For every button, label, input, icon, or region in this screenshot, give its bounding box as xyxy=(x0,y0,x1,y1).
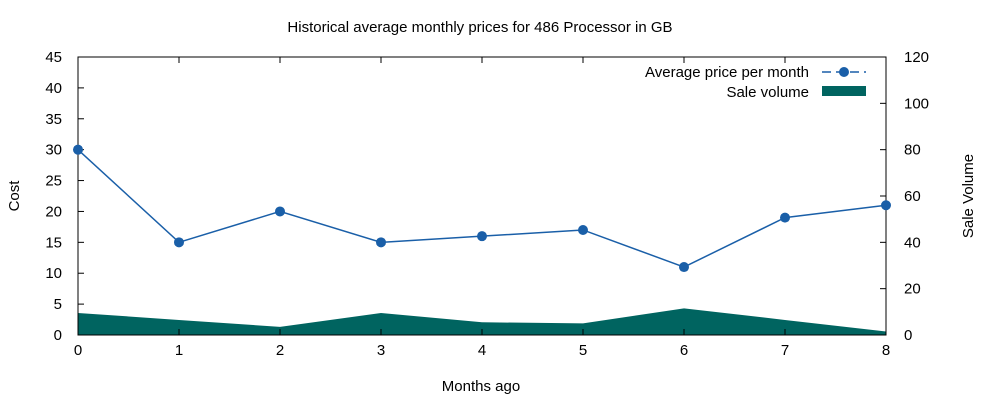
y-tick-label: 40 xyxy=(45,80,62,97)
y2-tick-label: 40 xyxy=(904,234,921,251)
y-tick-label: 5 xyxy=(54,296,62,313)
price-point xyxy=(477,231,487,242)
x-tick-label: 2 xyxy=(276,342,284,359)
legend-swatch-price-marker xyxy=(839,67,849,77)
y-tick-label: 30 xyxy=(45,142,62,159)
price-series-line xyxy=(77,149,887,268)
x-tick-label: 5 xyxy=(579,342,587,359)
x-tick-label: 4 xyxy=(478,342,486,359)
price-point xyxy=(73,144,83,155)
price-point xyxy=(679,262,689,273)
x-tick-label: 7 xyxy=(781,342,789,359)
y2-tick-label: 80 xyxy=(904,142,921,159)
y2-tick-label: 20 xyxy=(904,281,921,298)
x-tick-label: 0 xyxy=(74,342,82,359)
legend: Average price per month Sale volume xyxy=(645,64,866,101)
x-tick-label: 3 xyxy=(377,342,385,359)
price-line-layer xyxy=(73,144,891,273)
x-axis-title: Months ago xyxy=(442,378,520,395)
y2-tick-label: 0 xyxy=(904,327,912,344)
tick-layer: 0 1 2 3 4 5 6 7 80510152025303540450204060801001… xyxy=(45,49,929,359)
legend-swatch-volume xyxy=(822,86,866,96)
y-tick-label: 15 xyxy=(45,234,62,251)
y-tick-label: 25 xyxy=(45,173,62,190)
y2-tick-label: 100 xyxy=(904,95,929,112)
legend-item-price: Average price per month xyxy=(645,64,866,81)
price-point xyxy=(174,237,184,248)
y2-axis-title: Sale Volume xyxy=(960,154,977,238)
sale-volume-area xyxy=(78,308,886,335)
legend-label-price: Average price per month xyxy=(645,64,809,81)
y-tick-label: 35 xyxy=(45,111,62,128)
legend-item-volume: Sale volume xyxy=(726,84,866,101)
y2-tick-label: 120 xyxy=(904,49,929,66)
y-tick-label: 20 xyxy=(45,203,62,220)
y-tick-label: 0 xyxy=(54,327,62,344)
price-point xyxy=(275,206,285,217)
y2-tick-label: 60 xyxy=(904,188,921,205)
x-tick-label: 1 xyxy=(175,342,183,359)
y-tick-label: 45 xyxy=(45,49,62,66)
chart-title: Historical average monthly prices for 48… xyxy=(287,19,672,36)
plot-area: 0 1 2 3 4 5 6 7 80510152025303540450204060801001… xyxy=(45,49,929,359)
y-axis-title: Cost xyxy=(6,180,23,212)
price-point xyxy=(881,200,891,211)
y-tick-label: 10 xyxy=(45,265,62,282)
sale-volume-area-layer xyxy=(78,308,886,335)
x-tick-label: 8 xyxy=(882,342,890,359)
price-point xyxy=(376,237,386,248)
price-point xyxy=(578,224,588,235)
price-point xyxy=(780,212,790,223)
x-tick-label: 6 xyxy=(680,342,688,359)
legend-label-volume: Sale volume xyxy=(726,84,809,101)
